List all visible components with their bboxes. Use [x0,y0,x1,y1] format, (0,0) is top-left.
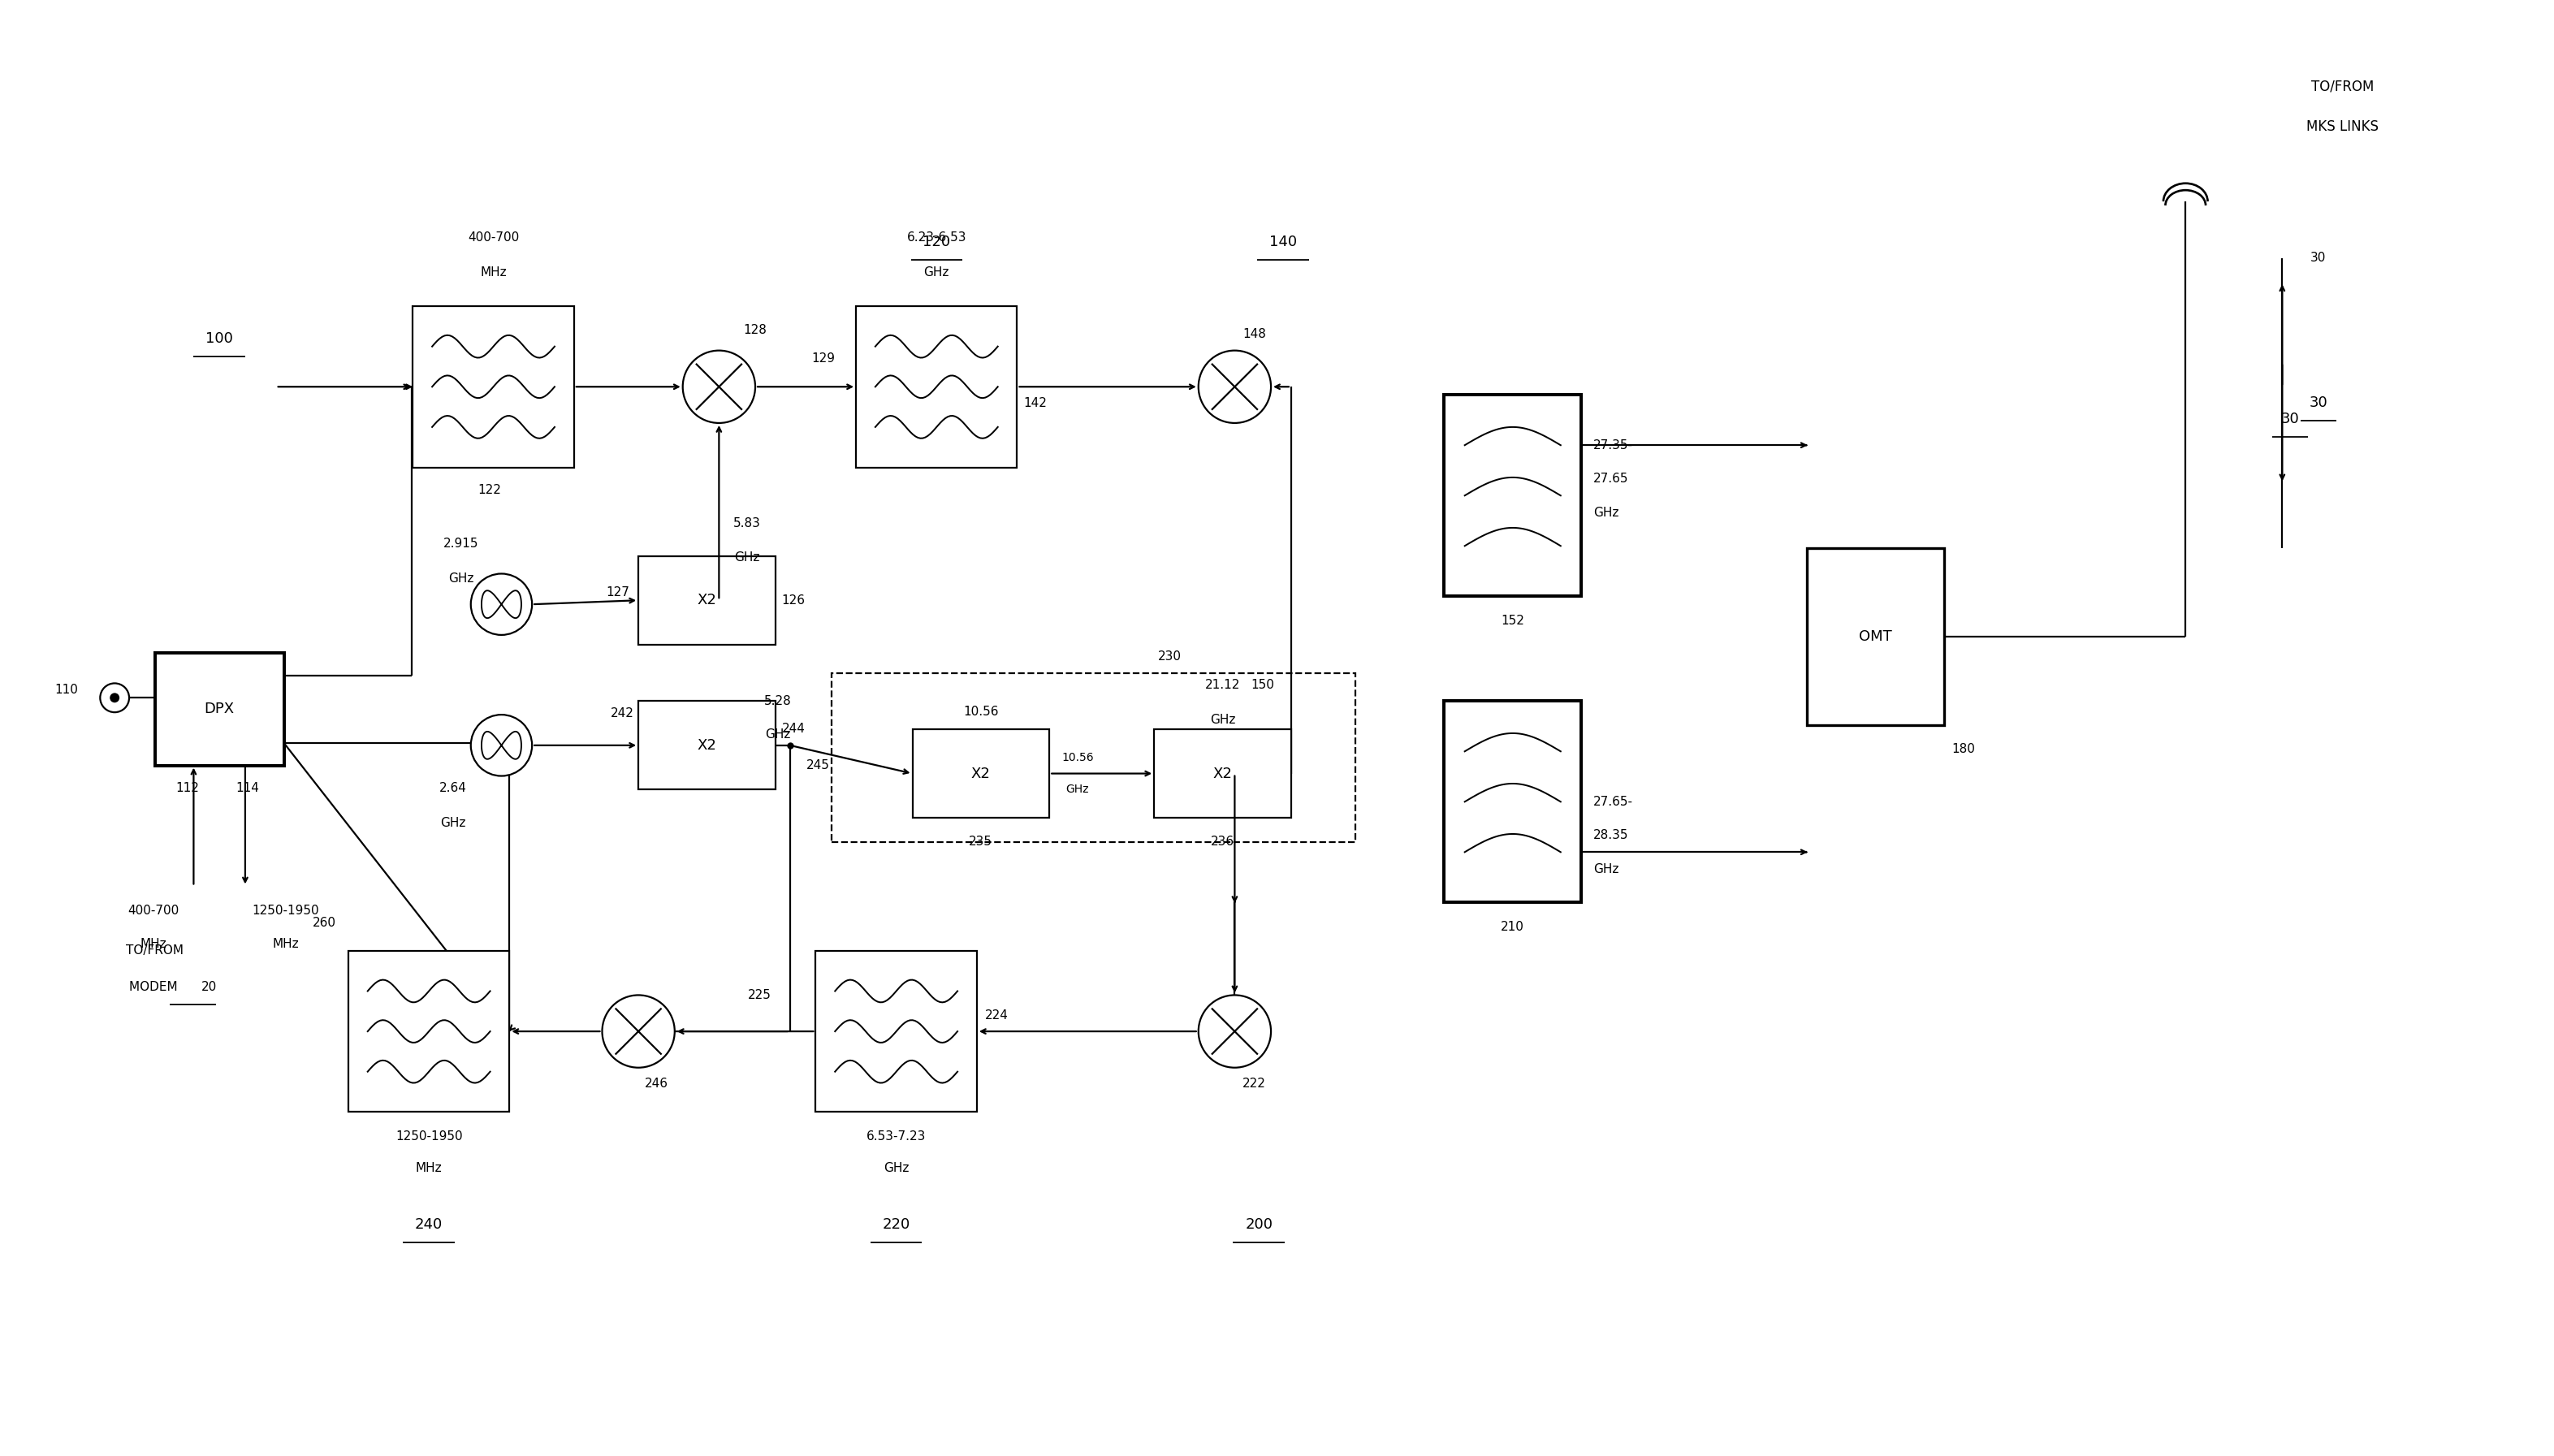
Text: GHz: GHz [439,817,465,828]
Text: MHz: MHz [140,938,166,951]
Text: 222: 222 [1244,1077,1267,1091]
Text: 400-700: 400-700 [128,904,179,917]
Bar [1806,547,1944,725]
Bar [912,729,1050,818]
Text: 27.65: 27.65 [1594,473,1629,485]
Text: X2: X2 [971,766,991,780]
Circle shape [100,683,130,712]
Text: 127: 127 [605,587,631,598]
Text: 30: 30 [2309,396,2327,411]
Text: 6.23-6.53: 6.23-6.53 [907,232,965,243]
Text: OMT: OMT [1859,629,1893,644]
Text: GHz: GHz [766,729,792,741]
Bar [1443,395,1581,597]
Text: TO/FROM: TO/FROM [125,945,184,957]
Text: 148: 148 [1244,328,1267,341]
Text: 244: 244 [782,724,805,735]
Text: X2: X2 [1213,766,1231,780]
Text: GHz: GHz [884,1162,909,1175]
Text: 235: 235 [968,836,994,847]
Text: GHz: GHz [1065,783,1088,795]
Text: 210: 210 [1502,920,1525,933]
Text: DPX: DPX [204,702,235,716]
Text: 21.12: 21.12 [1205,678,1241,692]
Circle shape [470,574,531,635]
Text: 30: 30 [2311,252,2327,264]
Bar [414,306,575,467]
Bar [1154,729,1292,818]
Text: 120: 120 [922,234,950,249]
Text: GHz: GHz [1594,507,1619,518]
Text: 200: 200 [1244,1217,1272,1232]
Text: 100: 100 [207,331,232,345]
Text: 230: 230 [1157,651,1183,662]
Text: 27.65-: 27.65- [1594,795,1632,808]
Bar [856,306,1016,467]
Text: 225: 225 [748,989,771,1002]
Text: GHz: GHz [925,266,950,278]
Bar [347,951,508,1112]
Circle shape [682,351,756,424]
Bar [638,700,776,789]
Text: MHz: MHz [273,938,299,951]
Circle shape [110,693,120,703]
Circle shape [603,994,674,1067]
Text: MHz: MHz [416,1162,442,1175]
Circle shape [1198,994,1272,1067]
Bar [156,652,283,766]
Text: 142: 142 [1024,397,1047,409]
Text: 1250-1950: 1250-1950 [253,904,319,917]
Text: 236: 236 [1211,836,1234,847]
Text: 224: 224 [986,1009,1009,1021]
Text: 114: 114 [235,782,261,794]
Text: 122: 122 [478,483,501,496]
Text: 27.35-: 27.35- [1594,440,1632,451]
Text: X2: X2 [697,738,718,753]
Text: 1250-1950: 1250-1950 [396,1130,462,1142]
Text: 6.53-7.23: 6.53-7.23 [866,1130,927,1142]
Circle shape [470,715,531,776]
Text: 129: 129 [812,352,835,364]
Circle shape [1198,351,1272,424]
Text: 260: 260 [312,916,337,929]
Text: 30: 30 [2281,412,2299,427]
Text: 110: 110 [54,684,79,696]
Bar [833,673,1356,842]
Text: TO/FROM: TO/FROM [2311,79,2375,93]
Text: 20: 20 [202,981,217,993]
Text: 10.56: 10.56 [1062,751,1093,763]
Text: MHz: MHz [480,266,506,278]
Text: 5.28: 5.28 [764,695,792,708]
Text: GHz: GHz [736,552,761,563]
Text: 10.56: 10.56 [963,705,999,718]
Text: 246: 246 [644,1077,669,1091]
Text: 126: 126 [782,594,805,606]
Text: 5.83: 5.83 [733,518,761,530]
Text: 2.64: 2.64 [439,782,467,794]
Text: GHz: GHz [450,572,475,585]
Text: 150: 150 [1251,678,1274,692]
Bar [1443,700,1581,903]
Text: X2: X2 [697,593,718,607]
Bar [815,951,976,1112]
Text: 128: 128 [743,325,766,336]
Text: GHz: GHz [1594,863,1619,875]
Text: 112: 112 [176,782,199,794]
Text: GHz: GHz [1211,713,1236,725]
Text: 400-700: 400-700 [467,232,518,243]
Text: 242: 242 [610,708,633,719]
Text: 140: 140 [1269,234,1297,249]
Bar [638,556,776,645]
Text: 152: 152 [1502,614,1525,626]
Text: 220: 220 [881,1217,909,1232]
Text: 180: 180 [1951,743,1974,756]
Text: MODEM: MODEM [128,981,181,993]
Text: 245: 245 [807,760,830,772]
Text: 28.35: 28.35 [1594,830,1629,842]
Text: 2.915: 2.915 [444,537,478,550]
Text: MKS LINKS: MKS LINKS [2306,119,2378,134]
Text: 240: 240 [414,1217,442,1232]
